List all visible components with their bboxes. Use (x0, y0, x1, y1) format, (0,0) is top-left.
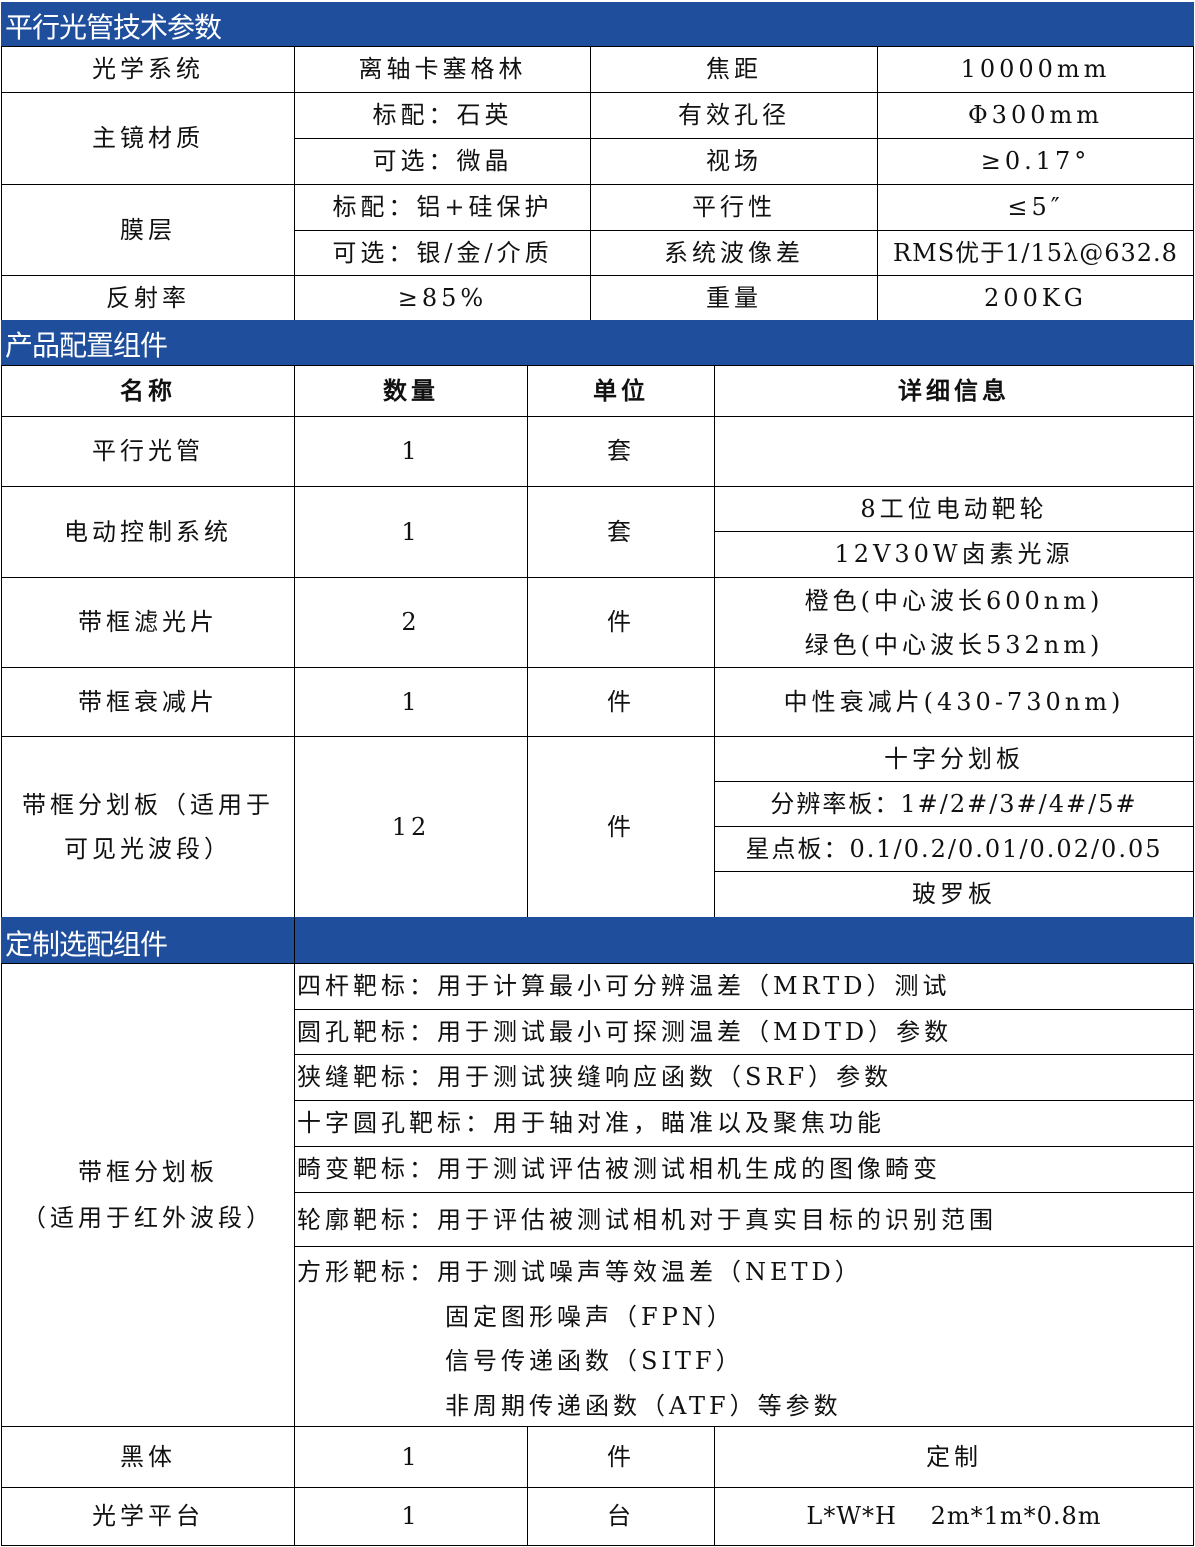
row-qty: 1 (294, 416, 528, 487)
row-qty: 12 (294, 736, 528, 918)
row-name: 平行光管 (1, 416, 295, 487)
ir-target-item: 圆孔靶标：用于测试最小可探测温差（MDTD）参数 (294, 1009, 1194, 1055)
ir-target-item: 四杆靶标：用于计算最小可分辨温差（MRTD）测试 (294, 963, 1194, 1010)
label-weight: 重量 (590, 275, 878, 321)
value-coating-optional: 可选：银/金/介质 (294, 230, 591, 276)
row-detail: L*W*H 2m*1m*0.8m (714, 1487, 1194, 1546)
label-field-of-view: 视场 (590, 138, 878, 185)
col-header-unit: 单位 (527, 365, 715, 417)
row-detail: 8工位电动靶轮 (714, 486, 1194, 532)
row-unit: 件 (527, 577, 715, 668)
row-qty: 2 (294, 577, 528, 668)
col-header-quantity: 数量 (294, 365, 528, 417)
ir-reticle-name-line1: 带框分划板 (78, 1158, 218, 1186)
col-header-details: 详细信息 (714, 365, 1194, 417)
row-detail: 定制 (714, 1426, 1194, 1488)
value-parallelism: ≤5″ (877, 184, 1194, 231)
row-details-empty (714, 416, 1194, 487)
section-header-collimator-params: 平行光管技术参数 (1, 2, 1194, 47)
ir-target-line: 非周期传递函数（ATF）等参数 (445, 1391, 842, 1420)
ir-reticle-name-line2: （适用于红外波段） (22, 1204, 274, 1232)
col-header-name: 名称 (1, 365, 295, 417)
row-unit: 台 (527, 1487, 715, 1546)
label-optical-system: 光学系统 (1, 46, 295, 93)
ir-target-item-square: 方形靶标：用于测试噪声等效温差（NETD） 固定图形噪声（FPN） 信号传递函数… (294, 1246, 1194, 1427)
row-qty: 1 (294, 1426, 528, 1488)
row-name: 带框衰减片 (1, 667, 295, 737)
label-parallelism: 平行性 (590, 184, 878, 231)
value-coating-standard: 标配：铝+硅保护 (294, 184, 591, 231)
row-details: 橙色(中心波长600nm) 绿色(中心波长532nm) (714, 577, 1194, 668)
row-name: 光学平台 (1, 1487, 295, 1546)
ir-target-item: 十字圆孔靶标：用于轴对准，瞄准以及聚焦功能 (294, 1100, 1194, 1147)
row-qty: 1 (294, 667, 528, 737)
row-unit: 套 (527, 416, 715, 487)
value-wavefront-error: RMS优于1/15λ@632.8 (877, 230, 1194, 276)
value-field-of-view: ≥0.17° (877, 138, 1194, 185)
ir-target-item: 畸变靶标：用于测试评估被测试相机生成的图像畸变 (294, 1146, 1194, 1193)
ir-reticle-name: 带框分划板 （适用于红外波段） (1, 963, 295, 1427)
row-detail: 玻罗板 (714, 871, 1194, 918)
row-unit: 件 (527, 736, 715, 918)
section-header-blank (294, 917, 1194, 964)
row-unit: 件 (527, 1426, 715, 1488)
row-detail: 星点板：0.1/0.2/0.01/0.02/0.05 (714, 826, 1194, 872)
row-detail: 分辨率板：1#/2#/3#/4#/5# (714, 781, 1194, 827)
label-mirror-material: 主镜材质 (1, 92, 295, 185)
ir-target-line: 方形靶标：用于测试噪声等效温差（NETD） (297, 1258, 863, 1286)
label-reflectivity: 反射率 (1, 275, 295, 321)
row-name: 带框分划板（适用于可见光波段） (1, 736, 295, 918)
row-name: 电动控制系统 (1, 486, 295, 578)
row-detail: 十字分划板 (714, 736, 1194, 782)
value-focal-length: 10000mm (877, 46, 1194, 93)
label-aperture: 有效孔径 (590, 92, 878, 139)
value-aperture: Φ300mm (877, 92, 1194, 139)
row-unit: 件 (527, 667, 715, 737)
label-coating: 膜层 (1, 184, 295, 276)
section-header-product-config: 产品配置组件 (1, 320, 1194, 365)
value-weight: 200KG (877, 275, 1194, 321)
row-qty: 1 (294, 1487, 528, 1546)
section-header-custom-options: 定制选配组件 (1, 917, 295, 964)
ir-target-item: 狭缝靶标：用于测试狭缝响应函数（SRF）参数 (294, 1054, 1194, 1101)
label-wavefront-error: 系统波像差 (590, 230, 878, 276)
label-focal-length: 焦距 (590, 46, 878, 93)
ir-target-line: 固定图形噪声（FPN） (445, 1302, 735, 1331)
row-detail: 绿色(中心波长532nm) (804, 630, 1104, 659)
row-detail: 12V30W卤素光源 (714, 531, 1194, 578)
ir-target-line: 信号传递函数（SITF） (445, 1347, 744, 1375)
ir-target-item: 轮廓靶标：用于评估被测试相机对于真实目标的识别范围 (294, 1192, 1194, 1247)
value-optical-system: 离轴卡塞格林 (294, 46, 591, 93)
value-mirror-standard: 标配：石英 (294, 92, 591, 139)
row-detail: 中性衰减片(430-730nm) (714, 667, 1194, 737)
row-qty: 1 (294, 486, 528, 578)
row-detail: 橙色(中心波长600nm) (804, 586, 1104, 615)
value-mirror-optional: 可选：微晶 (294, 138, 591, 185)
value-reflectivity: ≥85% (294, 275, 591, 321)
row-unit: 套 (527, 486, 715, 578)
row-name: 带框滤光片 (1, 577, 295, 668)
row-name: 黑体 (1, 1426, 295, 1488)
